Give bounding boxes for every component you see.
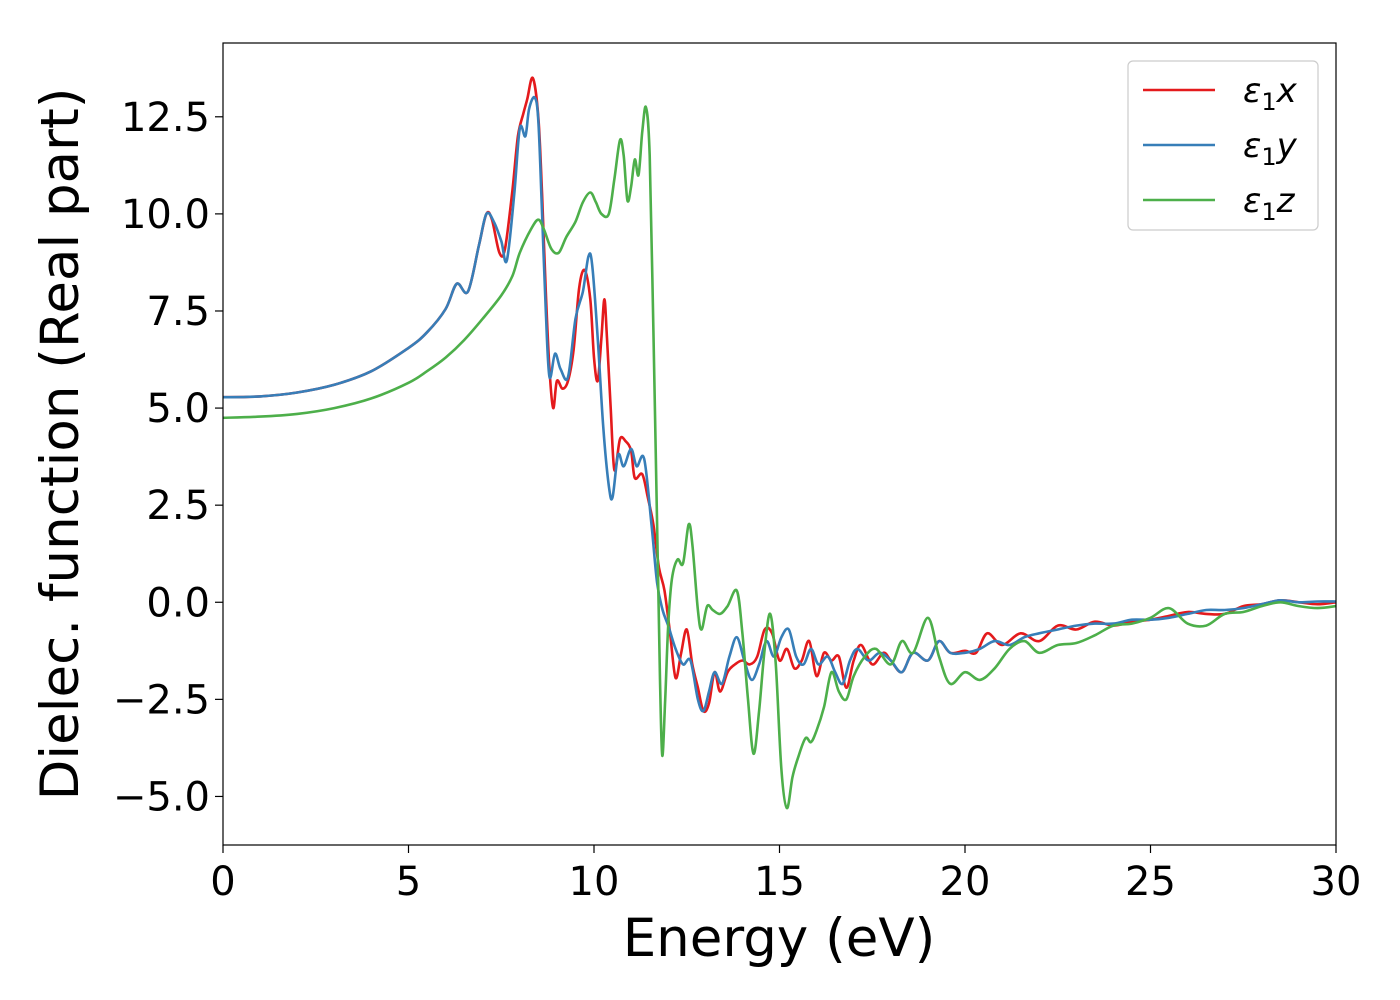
y-tick-label: 7.5 <box>146 289 210 335</box>
x-tick-label: 30 <box>1311 859 1362 905</box>
y-tick-label: 5.0 <box>146 386 210 432</box>
x-tick-label: 5 <box>396 859 421 905</box>
x-tick-label: 0 <box>210 859 235 905</box>
legend-label-y: ε1y <box>1243 126 1298 171</box>
series-layer <box>223 76 1336 810</box>
legend-label-x: ε1x <box>1243 71 1298 116</box>
legend-box <box>1127 60 1319 231</box>
y-tick-label: 0.0 <box>146 580 210 626</box>
x-tick-label: 20 <box>940 859 991 905</box>
y-tick-label: 2.5 <box>146 483 210 529</box>
y-tick-label: −2.5 <box>113 677 210 723</box>
y-axis-ticks: −5.0 −2.5 0.0 2.5 5.0 7.5 10.0 12.5 <box>113 95 223 820</box>
y-tick-label: −5.0 <box>113 774 210 820</box>
x-axis-label: Energy (eV) <box>623 908 936 969</box>
series-line-z <box>223 105 1336 810</box>
legend-label-z: ε1z <box>1243 181 1296 226</box>
y-tick-label: 12.5 <box>121 95 210 141</box>
x-tick-label: 25 <box>1125 859 1176 905</box>
y-tick-label: 10.0 <box>121 192 210 238</box>
legend: ε1x ε1y ε1z <box>1127 60 1319 231</box>
x-tick-label: 15 <box>754 859 805 905</box>
series-line-y <box>223 95 1336 713</box>
x-tick-label: 10 <box>569 859 620 905</box>
x-axis-ticks: 0 5 10 15 20 25 30 <box>210 845 1361 905</box>
y-axis-label: Dielec. function (Real part) <box>30 88 91 801</box>
